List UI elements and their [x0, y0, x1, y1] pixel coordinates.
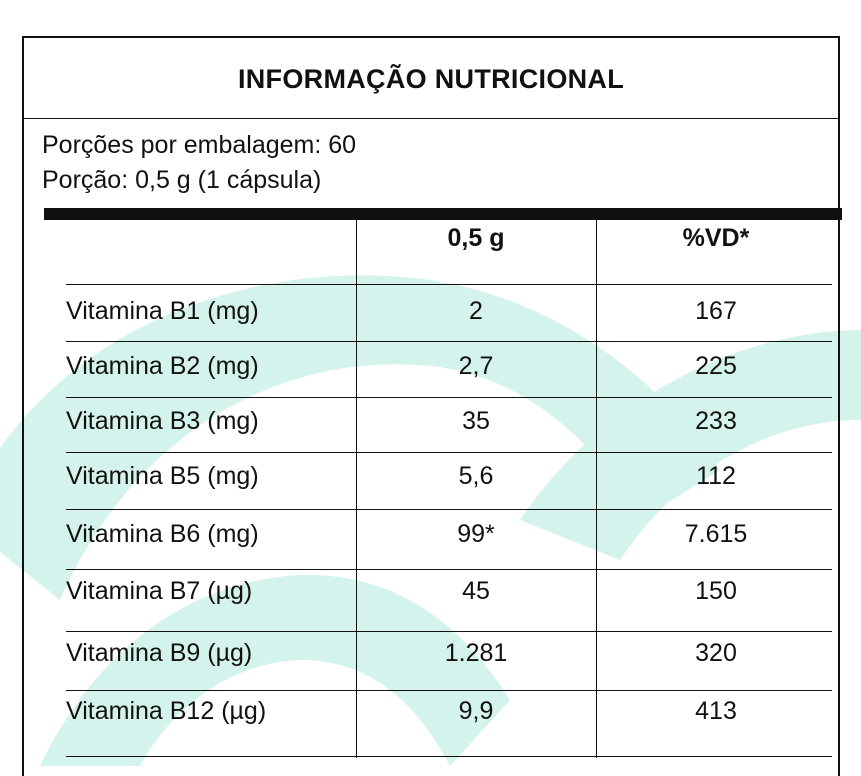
nutrient-daily-value: 320: [695, 639, 737, 667]
row-divider: [66, 341, 832, 342]
nutrient-amount: 35: [462, 407, 490, 435]
nutrient-name: Vitamina B5 (mg): [66, 462, 259, 490]
background-arc-bottom: [40, 574, 510, 766]
servings-per-package: Porções por embalagem: 60: [42, 131, 357, 159]
nutrient-amount: 45: [462, 577, 490, 605]
nutrient-daily-value: 150: [695, 577, 737, 605]
nutrient-daily-value: 413: [695, 697, 737, 725]
row-divider: [66, 509, 832, 510]
nutrient-daily-value: 233: [695, 407, 737, 435]
nutrient-daily-value: 7.615: [684, 520, 748, 548]
column-divider-2: [596, 220, 597, 758]
nutrient-name: Vitamina B9 (µg): [66, 639, 253, 667]
background-arc-right: [520, 330, 861, 560]
row-divider: [66, 452, 832, 453]
column-header-amount: 0,5 g: [447, 224, 505, 252]
row-divider: [66, 690, 832, 691]
row-divider: [66, 631, 832, 632]
nutrient-amount: 2: [469, 297, 483, 325]
row-divider: [66, 397, 832, 398]
nutrient-name: Vitamina B7 (µg): [66, 577, 253, 605]
title-divider: [24, 118, 838, 119]
nutrient-name: Vitamina B1 (mg): [66, 297, 259, 325]
row-divider: [66, 756, 832, 757]
thick-divider: [44, 208, 842, 220]
nutrient-daily-value: 167: [695, 297, 737, 325]
nutrient-amount: 9,9: [458, 697, 494, 725]
nutrient-amount: 1.281: [444, 639, 508, 667]
column-divider-1: [356, 220, 357, 758]
nutrient-name: Vitamina B3 (mg): [66, 407, 259, 435]
nutrient-daily-value: 225: [695, 352, 737, 380]
nutrient-amount: 99*: [457, 520, 495, 548]
label-title: INFORMAÇÃO NUTRICIONAL: [237, 64, 625, 94]
nutrient-name: Vitamina B12 (µg): [66, 697, 267, 725]
nutrition-facts-label: INFORMAÇÃO NUTRICIONAL Porções por embal…: [22, 36, 842, 776]
nutrient-amount: 2,7: [458, 352, 494, 380]
column-header-daily-value: %VD*: [682, 224, 750, 252]
nutrient-name: Vitamina B2 (mg): [66, 352, 259, 380]
row-divider: [66, 569, 832, 570]
row-divider: [66, 284, 832, 285]
nutrient-amount: 5,6: [458, 462, 494, 490]
nutrient-daily-value: 112: [696, 462, 736, 490]
nutrient-name: Vitamina B6 (mg): [66, 520, 259, 548]
background-arc-left: [0, 275, 720, 600]
serving-size: Porção: 0,5 g (1 cápsula): [42, 166, 322, 194]
